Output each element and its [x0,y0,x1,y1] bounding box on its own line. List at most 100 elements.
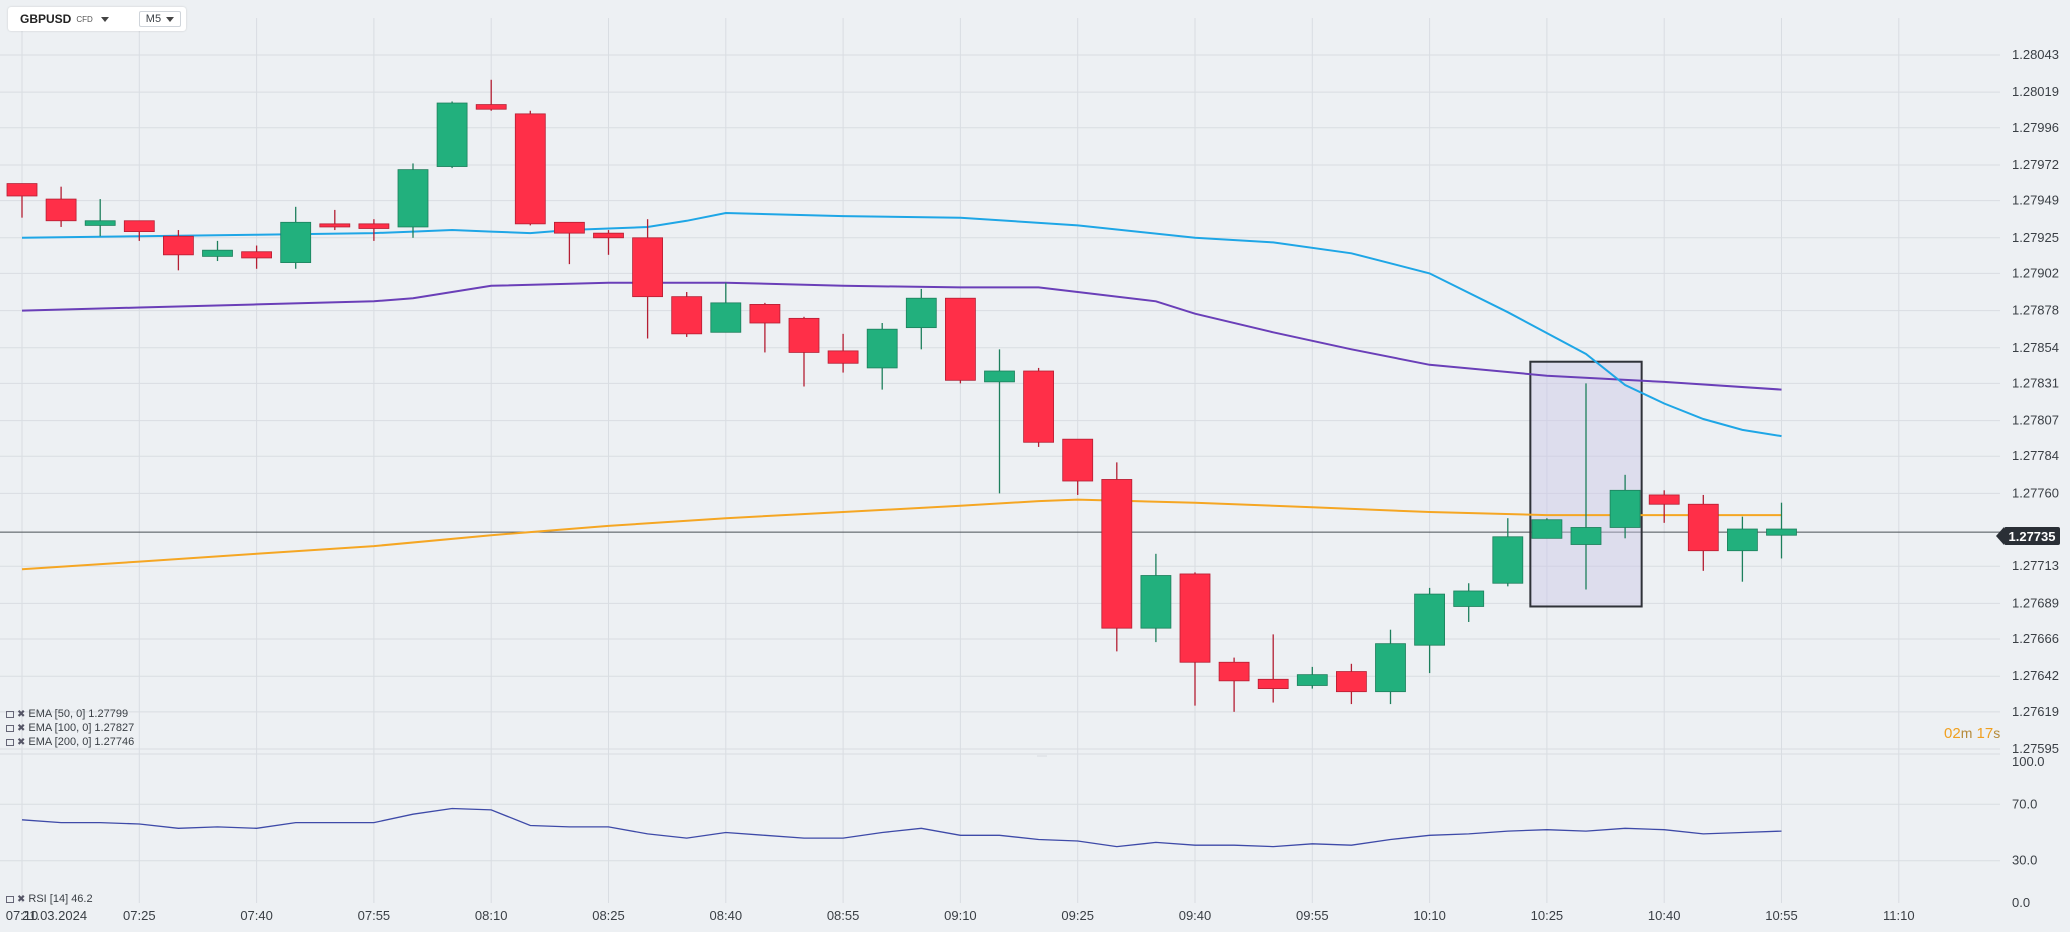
candle-body [1257,678,1289,689]
candle-body [905,297,937,329]
candle [1766,502,1797,559]
ema200-legend[interactable]: ✖ EMA [200, 0] 1.27746 [6,736,134,748]
candle [945,297,976,384]
candle-body [1727,528,1758,552]
price-tick-label: 1.27760 [2012,485,2059,500]
candle-body [1609,489,1641,528]
candle-body [436,102,468,167]
timer-minutes: 02 [1944,725,1961,742]
candle-body [1570,527,1602,545]
ema50-label: EMA [50, 0] 1.27799 [28,708,129,720]
candle [241,245,273,269]
candle [788,316,820,387]
time-tick-label: 11:10 [1883,908,1915,923]
time-tick-label: 07:55 [358,908,391,923]
candle [827,333,859,373]
price-tick-label: 1.28043 [2012,47,2059,62]
candle-timer: 02m 17s [1944,725,2000,742]
time-tick-label: 07:10 [6,908,39,923]
settings-icon[interactable] [6,738,14,746]
candle-body [1492,536,1524,584]
candle-body [1453,590,1485,607]
candle-body [1375,643,1406,693]
rsi-legend[interactable]: ✖ RSI [14] 46.2 [6,893,93,905]
ema50-legend[interactable]: ✖ EMA [50, 0] 1.27799 [6,708,128,720]
close-icon[interactable]: ✖ [17,736,26,748]
candle [1414,587,1445,674]
ema-layer [21,211,1782,571]
settings-icon[interactable] [6,724,14,732]
close-icon[interactable]: ✖ [17,893,26,905]
candle [162,230,194,271]
price-tick-label: 1.27996 [2012,120,2059,135]
price-tick-label: 1.27689 [2012,595,2059,610]
candle [1648,490,1680,523]
symbol-selector[interactable]: GBPUSD CFD M5 [8,7,186,31]
candle [1179,572,1211,706]
candle-body [6,183,38,197]
time-tick-label: 10:25 [1531,908,1564,923]
close-icon[interactable]: ✖ [17,708,26,720]
time-tick-label: 09:25 [1061,908,1094,923]
time-tick-label: 09:55 [1296,908,1329,923]
candle-body [84,220,116,226]
price-axis: 1.28043 1.28019 1.27996 1.27972 1.27949 1.279… [0,47,2059,756]
time-tick-label: 10:10 [1413,908,1446,923]
candle [593,230,624,255]
candle-body [554,221,585,234]
timeframe-select[interactable]: M5 [138,11,181,27]
candle-layer [6,79,1797,712]
time-tick-label: 09:10 [944,908,977,923]
candle [905,288,937,350]
price-tick-label: 1.27902 [2012,265,2059,280]
candle [671,292,703,337]
candle-body [1531,519,1563,539]
price-tick-label: 1.27972 [2012,157,2059,172]
candle-body [475,104,507,110]
price-tick-label: 1.27642 [2012,668,2059,683]
candle-body [1218,661,1250,682]
candle [1609,474,1641,539]
price-tick-label: 1.27949 [2012,193,2059,208]
settings-icon[interactable] [6,710,14,718]
date-label: 21.03.2024 [22,908,87,923]
candle [202,240,233,262]
candle-body [397,169,429,228]
time-tick-label: 10:55 [1765,908,1798,923]
candle [1531,518,1563,539]
candle [1375,629,1406,705]
price-tick-label: 1.27784 [2012,448,2059,463]
ema50-line [21,211,1782,438]
price-tick-label: 1.27595 [2012,741,2059,756]
candle [397,163,429,238]
rsi-label: RSI [14] 46.2 [28,893,93,905]
candle-body [984,370,1015,383]
time-tick-label: 08:25 [592,908,625,923]
candle-body [1687,503,1719,552]
settings-icon[interactable] [6,895,14,903]
candle [984,349,1015,494]
candle [1062,438,1094,495]
candle-body [1336,671,1367,693]
candle [1140,553,1172,643]
time-tick-label: 08:40 [710,908,743,923]
candle-body [1140,575,1172,629]
candle [554,221,585,265]
timeframe-value: M5 [145,13,162,25]
candle [319,209,351,231]
chevron-down-icon[interactable] [100,16,109,22]
candle [436,101,468,169]
candle [358,219,390,241]
timer-seconds: 17 [1976,725,1994,742]
candle [123,220,155,241]
close-icon[interactable]: ✖ [17,722,26,734]
candle [45,186,77,227]
timer-seconds-unit: s [1993,725,2001,741]
candle [1687,494,1719,571]
ema100-legend[interactable]: ✖ EMA [100, 0] 1.27827 [6,722,134,734]
time-axis: 07:10 07:25 07:40 07:55 08:10 08:25 08:40 08:55… [6,908,1915,923]
candle-body [866,328,898,369]
candle-body [319,223,351,228]
time-tick-label: 08:55 [827,908,860,923]
